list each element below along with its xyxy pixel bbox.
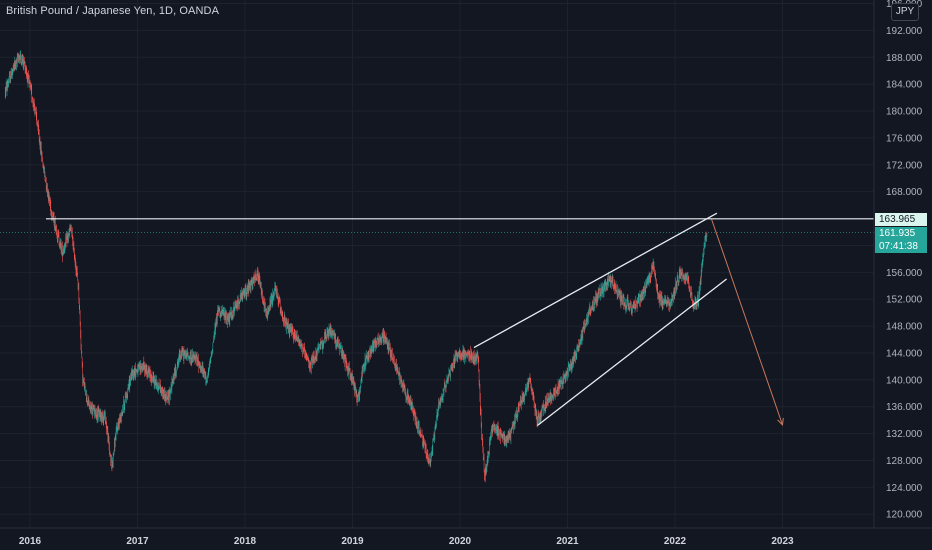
price-tick-label: 168.000 — [886, 187, 923, 198]
bar-countdown-tag: 07:41:38 — [875, 240, 927, 253]
time-tick-label: 2016 — [19, 536, 42, 547]
price-tick-label: 192.000 — [886, 26, 923, 37]
projection-arrow-line[interactable] — [711, 219, 783, 426]
price-tick-label: 120.000 — [886, 510, 923, 521]
price-tick-label: 172.000 — [886, 160, 923, 171]
price-tick-label: 124.000 — [886, 483, 923, 494]
time-tick-label: 2020 — [449, 536, 472, 547]
time-tick-label: 2018 — [234, 536, 257, 547]
symbol-title: British Pound / Japanese Yen, 1D, OANDA — [6, 5, 220, 17]
price-tick-label: 132.000 — [886, 429, 923, 440]
channel-lower-line[interactable] — [537, 278, 727, 427]
time-tick-label: 2023 — [771, 536, 794, 547]
time-tick-label: 2022 — [664, 536, 687, 547]
time-tick-label: 2019 — [341, 536, 364, 547]
time-tick-label: 2017 — [126, 536, 149, 547]
price-tick-label: 136.000 — [886, 402, 923, 413]
grid-lines — [0, 0, 874, 528]
projection-arrow-head[interactable] — [777, 417, 784, 426]
price-tick-label: 144.000 — [886, 348, 923, 359]
last-price-tag: 161.935 — [875, 227, 927, 240]
price-tick-label: 156.000 — [886, 268, 923, 279]
time-tick-label: 2021 — [556, 536, 579, 547]
price-tick-label: 140.000 — [886, 375, 923, 386]
candlestick-series — [4, 50, 708, 483]
price-tick-label: 128.000 — [886, 456, 923, 467]
price-tick-label: 188.000 — [886, 53, 923, 64]
price-tick-label: 180.000 — [886, 107, 923, 118]
drawings-layer[interactable] — [0, 212, 874, 427]
currency-button[interactable]: JPY — [891, 3, 919, 21]
price-tick-label: 184.000 — [886, 80, 923, 91]
price-tick-label: 176.000 — [886, 133, 923, 144]
horizontal-line-price-tag: 163.965 — [875, 213, 927, 226]
price-tick-label: 148.000 — [886, 322, 923, 333]
time-axis[interactable]: 2016 2017 2018 2019 2020 2021 2022 2023 — [19, 536, 794, 547]
price-tick-label: 152.000 — [886, 295, 923, 306]
channel-upper-line[interactable] — [473, 212, 718, 349]
